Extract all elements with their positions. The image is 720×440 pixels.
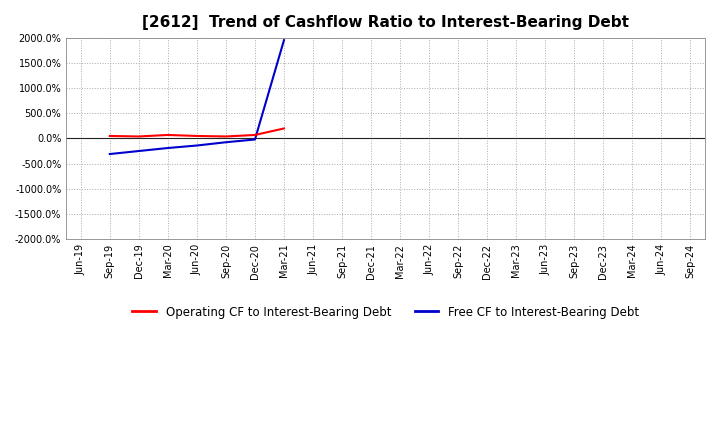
Legend: Operating CF to Interest-Bearing Debt, Free CF to Interest-Bearing Debt: Operating CF to Interest-Bearing Debt, F… [127,301,644,323]
Title: [2612]  Trend of Cashflow Ratio to Interest-Bearing Debt: [2612] Trend of Cashflow Ratio to Intere… [142,15,629,30]
